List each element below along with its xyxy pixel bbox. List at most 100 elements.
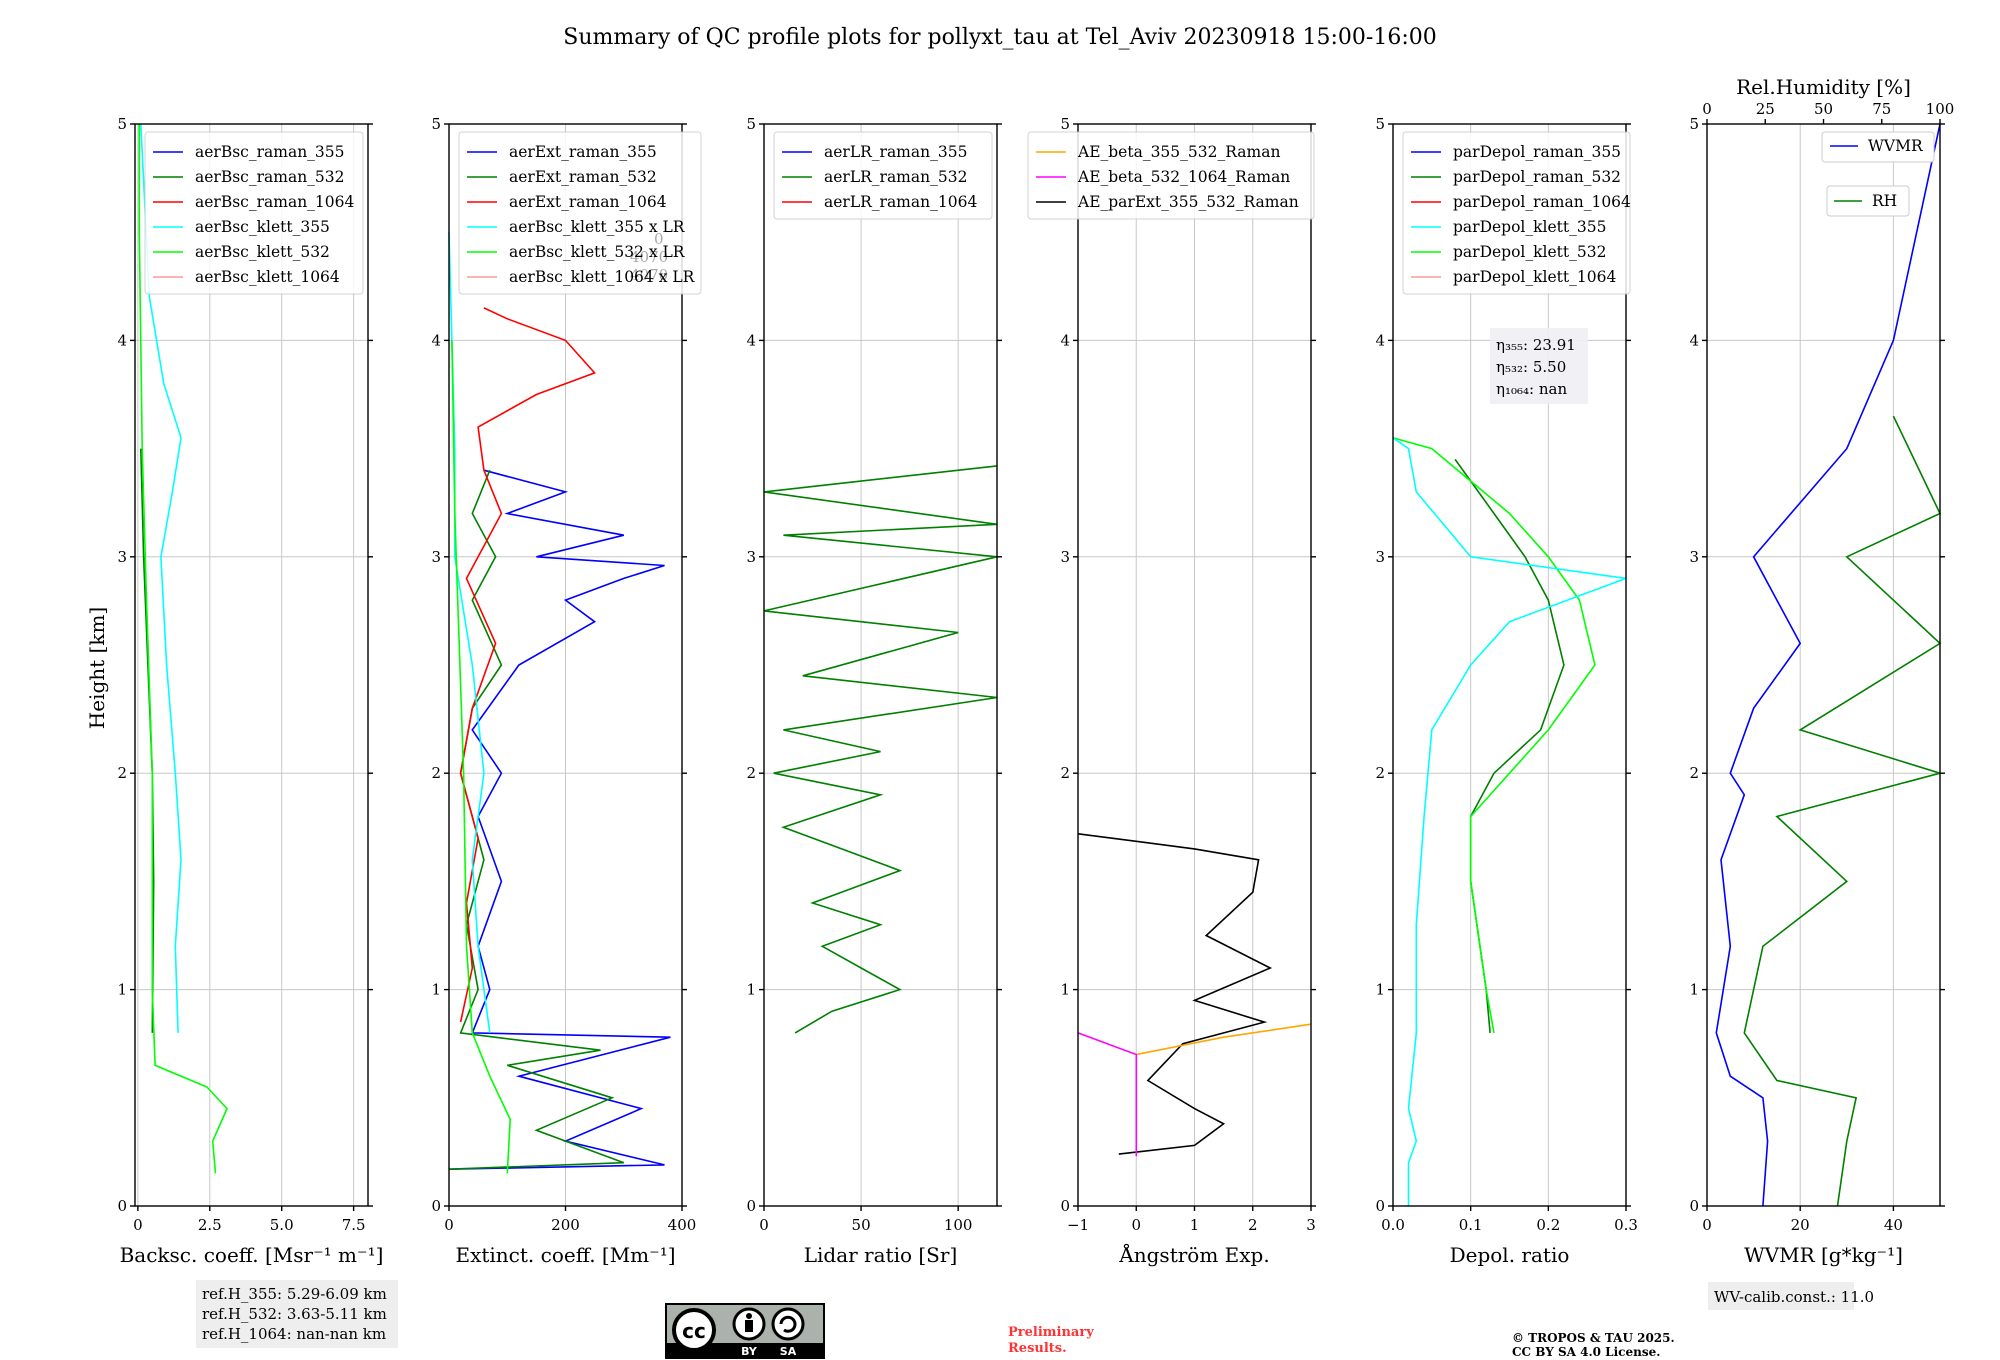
legend-depol: parDepol_raman_355 parDepol_raman_532 parD… [1402, 131, 1631, 295]
legend-entry: aerExt_raman_1064 [509, 193, 667, 211]
ytick-label: 5 [746, 115, 756, 133]
ytick-label: 3 [1060, 548, 1070, 566]
svg-text:cc: cc [682, 1319, 706, 1343]
ytick-label: 0 [1689, 1197, 1699, 1215]
xtick-label: 50 [852, 1216, 871, 1234]
top-xlabel: Rel.Humidity [%] [1736, 75, 1911, 99]
ytick-label: 3 [117, 548, 127, 566]
legend-entry: AE_parExt_355_532_Raman [1077, 193, 1299, 211]
series-aerExt_raman_1064 [459, 307, 596, 1023]
ytick-label: 5 [1375, 115, 1385, 133]
legend-entry: parDepol_klett_355 [1453, 218, 1606, 236]
svg-text:BY: BY [741, 1345, 758, 1358]
ytick-label: 3 [1375, 548, 1385, 566]
legend-entry: aerBsc_raman_532 [195, 168, 345, 186]
ytick-label: 4 [117, 331, 127, 349]
copyright-note: © TROPOS & TAU 2025. CC BY SA 4.0 Licens… [1512, 1331, 1675, 1359]
preliminary-note: Preliminary Results. [1008, 1325, 1094, 1356]
ytick-label: 0 [1060, 1197, 1070, 1215]
ytick-label: 3 [1689, 548, 1699, 566]
svg-text:WV-calib.const.: 11.0: WV-calib.const.: 11.0 [1714, 1288, 1874, 1306]
axes-frame [134, 123, 369, 1207]
legend-extinction: aerExt_raman_355 aerExt_raman_532 aerExt_r… [458, 131, 702, 295]
legend-entry: aerBsc_raman_1064 [195, 193, 355, 211]
series-parDepol_raman_532 [1454, 458, 1565, 1033]
legend-entry: aerBsc_klett_355 x LR [509, 218, 686, 236]
ytick-label: 4 [1689, 331, 1699, 349]
svg-text:SA: SA [780, 1345, 797, 1358]
xtick-label: 0.0 [1381, 1216, 1405, 1234]
ytick-label: 0 [746, 1197, 756, 1215]
panel-extinction: 0 1 2 3 4 5 0 200 400 Extinct. coeff. [Mm⁻¹] aerEx… [431, 115, 702, 1267]
svg-text:CC BY SA 4.0 License.: CC BY SA 4.0 License. [1512, 1345, 1660, 1359]
svg-text:4070: 4070 [630, 266, 668, 284]
ytick-label: 5 [117, 115, 127, 133]
legend-entry: parDepol_raman_355 [1453, 143, 1621, 161]
svg-text:Preliminary: Preliminary [1008, 1325, 1094, 1340]
legend-wvmr: WVMR RH [1821, 131, 1935, 217]
ytick-label: 1 [1060, 981, 1070, 999]
ytick-label: 1 [1375, 981, 1385, 999]
top-xtick-label: 25 [1756, 100, 1775, 118]
ref-h-355: ref.H_355: 5.29-6.09 km [202, 1285, 387, 1303]
xlabel-wvmr: WVMR [g*kg⁻¹] [1744, 1243, 1903, 1267]
xtick-label: 2.5 [198, 1216, 222, 1234]
legend-entry: aerExt_raman_532 [509, 168, 657, 186]
legend-lidar_ratio: aerLR_raman_355 aerLR_raman_532 aerLR_rama… [773, 131, 993, 220]
eta-355: η₃₅₅: 23.91 [1496, 336, 1576, 354]
legend-entry: aerLR_raman_355 [824, 143, 967, 161]
xtick-label: 0 [444, 1216, 454, 1234]
xtick-label: 3 [1306, 1216, 1316, 1234]
legend-backscatter: aerBsc_raman_355 aerBsc_raman_532 aerBsc_r… [144, 131, 364, 295]
wv-calib-box: WV-calib.const.: 11.0 [1708, 1282, 1874, 1310]
ytick-label: 2 [1689, 764, 1699, 782]
xtick-label: 400 [668, 1216, 697, 1234]
chart-title: Summary of QC profile plots for pollyxt_… [563, 25, 1436, 50]
ytick-label: 2 [431, 764, 441, 782]
series-aerBsc_klett_355 [140, 123, 182, 1033]
xtick-label: 200 [551, 1216, 580, 1234]
xtick-label: −1 [1067, 1216, 1089, 1234]
ytick-label: 5 [1689, 115, 1699, 133]
svg-text:Results.: Results. [1008, 1341, 1067, 1356]
axes-frame [763, 123, 998, 1207]
legend-entry: aerBsc_klett_355 [195, 218, 330, 236]
license-badge: cc BY SA [665, 1303, 825, 1359]
ref-h-532: ref.H_532: 3.63-5.11 km [202, 1305, 387, 1323]
series-WVMR [1715, 123, 1941, 1207]
ytick-label: 4 [746, 331, 756, 349]
xlabel-extinction: Extinct. coeff. [Mm⁻¹] [455, 1243, 675, 1267]
legend-entry: AE_beta_532_1064_Raman [1077, 168, 1290, 186]
xlabel-depol: Depol. ratio [1450, 1243, 1570, 1267]
cc-icon [672, 1308, 716, 1352]
xtick-label: 0.2 [1536, 1216, 1560, 1234]
xtick-label: 5.0 [270, 1216, 294, 1234]
series-aerBsc_klett_532 x LR [451, 340, 512, 1174]
series-aerExt_raman_532 [448, 469, 625, 1170]
ytick-label: 5 [1060, 115, 1070, 133]
ytick-label: 2 [746, 764, 756, 782]
y-axis-label: Height [km] [85, 607, 109, 729]
ytick-label: 1 [431, 981, 441, 999]
ytick-label: 5 [431, 115, 441, 133]
ytick-label: 2 [117, 764, 127, 782]
ytick-label: 2 [1375, 764, 1385, 782]
legend-entry: RH [1872, 192, 1897, 210]
eta-532: η₅₃₂: 5.50 [1496, 358, 1566, 376]
series-parDepol_klett_355 [1392, 437, 1627, 1206]
top-xtick-label: 100 [1926, 100, 1955, 118]
series-aerExt_raman_355 [448, 469, 671, 1170]
xtick-label: 1 [1190, 1216, 1200, 1234]
ytick-label: 0 [431, 1197, 441, 1215]
sa-icon [771, 1307, 805, 1341]
legend-entry: aerLR_raman_532 [824, 168, 967, 186]
legend-entry: aerBsc_raman_355 [195, 143, 345, 161]
ytick-label: 4 [431, 331, 441, 349]
xtick-label: 0 [759, 1216, 769, 1234]
legend-entry: aerBsc_klett_532 [195, 243, 330, 261]
legend-entry: aerExt_raman_355 [509, 143, 657, 161]
